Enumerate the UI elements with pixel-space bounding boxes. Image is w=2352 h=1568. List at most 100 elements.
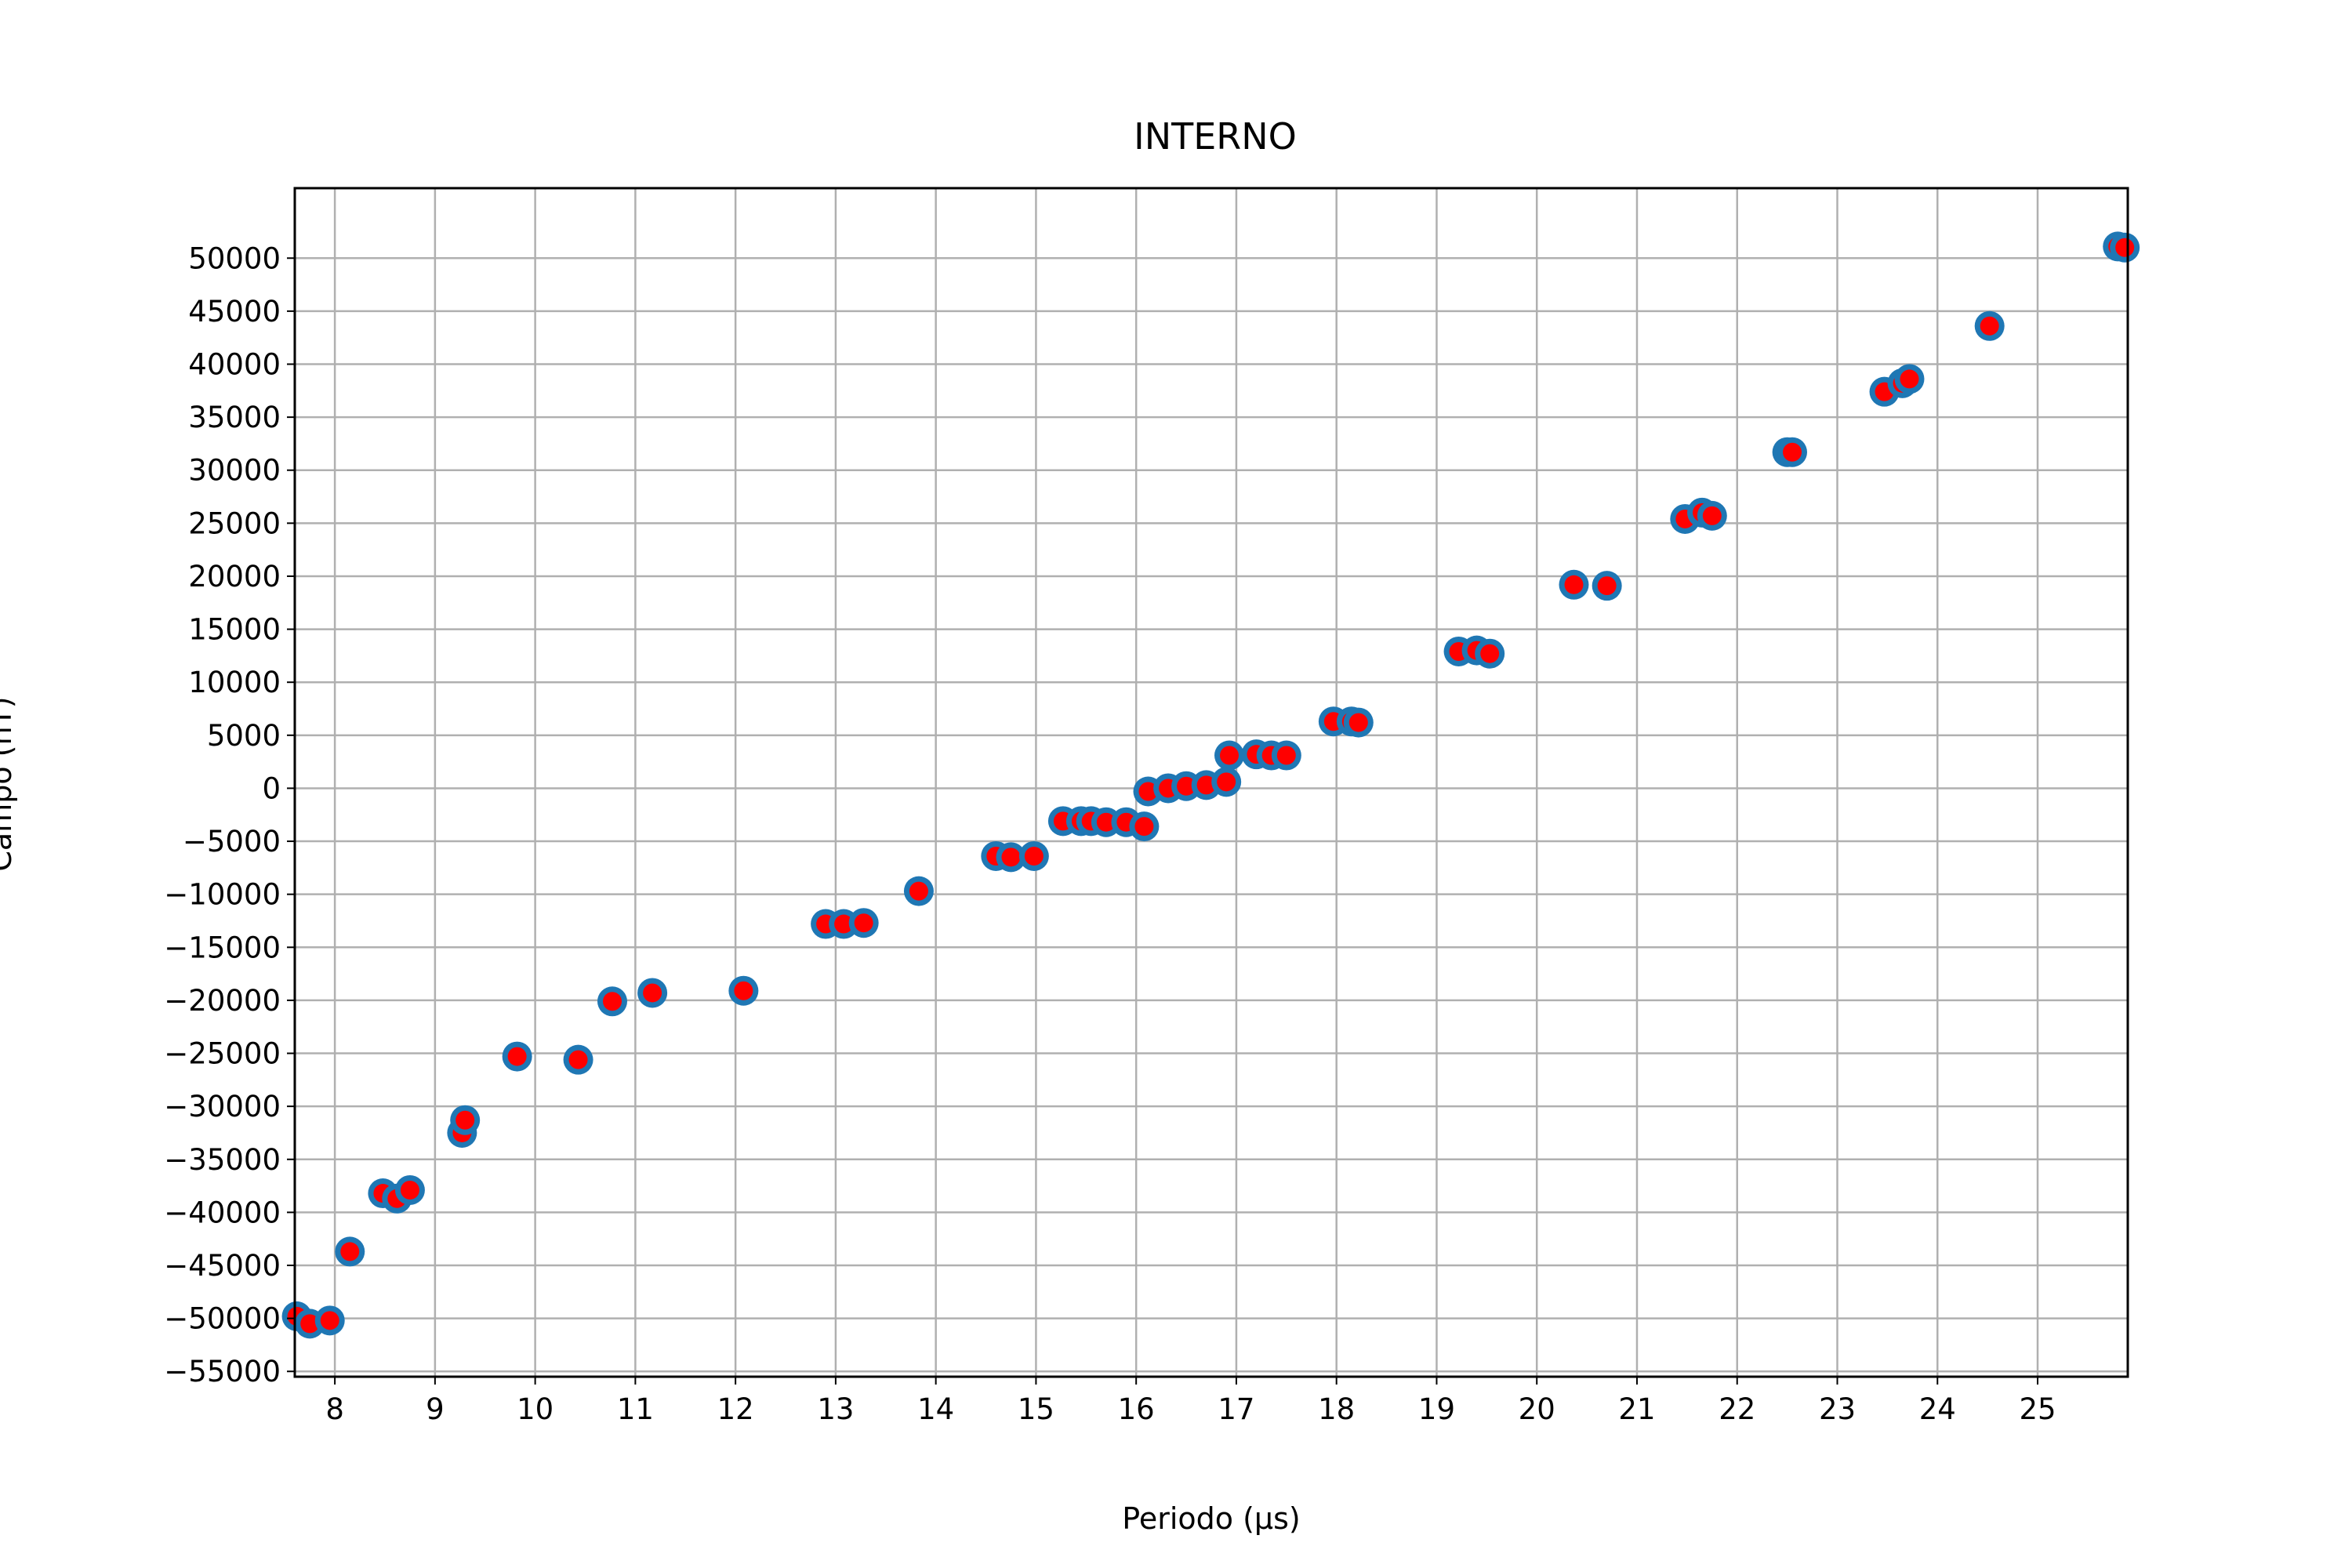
data-point	[1894, 364, 1925, 394]
axis-ticks: 8 9 10 11 12 13 14 15 16 17 18 19 20 21 22 23 24 25 −55000…	[164, 241, 2056, 1426]
x-tick-label: 25	[2019, 1392, 2056, 1426]
data-point	[597, 986, 627, 1017]
data-point-inner	[507, 1047, 527, 1066]
data-point	[502, 1041, 532, 1072]
data-point	[1129, 811, 1160, 842]
y-axis-label: Campo (nT)	[0, 696, 18, 871]
data-point	[1211, 767, 1242, 797]
data-point	[1697, 500, 1727, 531]
data-point	[1974, 310, 2005, 341]
data-point	[450, 1105, 481, 1135]
x-tick-label: 15	[1018, 1392, 1054, 1426]
x-tick-label: 11	[617, 1392, 654, 1426]
data-point	[1018, 840, 1049, 871]
data-point-inner	[1597, 576, 1617, 596]
x-tick-label: 10	[517, 1392, 554, 1426]
data-point-inner	[1702, 506, 1722, 525]
x-tick-label: 20	[1519, 1392, 1555, 1426]
data-point-inner	[1134, 817, 1154, 837]
y-tick-label: −55000	[164, 1355, 281, 1388]
data-point-inner	[1196, 775, 1216, 795]
x-tick-label: 17	[1218, 1392, 1254, 1426]
x-tick-label: 13	[817, 1392, 854, 1426]
x-tick-label: 12	[717, 1392, 754, 1426]
data-point-inner	[1980, 316, 1999, 336]
data-point-inner	[1219, 746, 1239, 765]
x-tick-label: 8	[325, 1392, 344, 1426]
y-tick-label: 15000	[188, 613, 281, 647]
y-tick-label: 25000	[188, 506, 281, 540]
data-point-inner	[1001, 848, 1021, 867]
data-point	[1214, 740, 1244, 771]
data-point-inner	[602, 992, 622, 1011]
data-point-inner	[1783, 442, 1802, 462]
y-tick-label: 35000	[188, 401, 281, 434]
y-tick-label: 30000	[188, 454, 281, 488]
data-point-inner	[456, 1110, 475, 1130]
y-tick-label: 40000	[188, 347, 281, 381]
chart-title: INTERNO	[1134, 115, 1297, 158]
data-point	[1271, 740, 1301, 771]
data-point-inner	[1564, 575, 1584, 594]
data-point-inner	[854, 913, 873, 933]
data-point-inner	[300, 1314, 320, 1334]
data-point-inner	[734, 981, 753, 1000]
data-point-inner	[643, 983, 662, 1003]
y-tick-label: 45000	[188, 295, 281, 328]
data-point-inner	[1900, 369, 1919, 389]
data-point-inner	[1276, 746, 1296, 765]
x-axis-label: Periodo (μs)	[1122, 1501, 1300, 1536]
data-point	[394, 1174, 425, 1205]
data-point-inner	[1217, 772, 1236, 792]
data-point	[1343, 707, 1374, 738]
data-point-inner	[1096, 812, 1116, 832]
data-point	[1559, 569, 1589, 600]
data-point-inner	[568, 1050, 588, 1069]
x-tick-label: 16	[1118, 1392, 1155, 1426]
x-tick-label: 23	[1819, 1392, 1856, 1426]
data-point-inner	[1480, 644, 1500, 663]
y-tick-label: 20000	[188, 560, 281, 593]
x-tick-label: 18	[1318, 1392, 1355, 1426]
x-tick-label: 9	[426, 1392, 445, 1426]
plot-frame	[293, 187, 2129, 1378]
data-point	[314, 1305, 345, 1336]
x-tick-label: 22	[1719, 1392, 1755, 1426]
x-tick-label: 24	[1919, 1392, 1956, 1426]
data-point-inner	[909, 881, 928, 901]
data-point	[829, 909, 859, 939]
data-point-inner	[834, 914, 854, 934]
data-point	[996, 842, 1026, 873]
y-tick-label: −10000	[164, 878, 281, 912]
y-tick-label: −15000	[164, 931, 281, 964]
y-tick-label: −50000	[164, 1302, 281, 1336]
x-tick-label: 14	[917, 1392, 954, 1426]
data-points	[281, 231, 2140, 1339]
x-tick-label: 19	[1418, 1392, 1455, 1426]
data-point-inner	[1348, 713, 1368, 732]
data-point	[728, 975, 759, 1006]
y-tick-label: 10000	[188, 666, 281, 699]
y-tick-label: −30000	[164, 1090, 281, 1123]
data-point	[1777, 437, 1808, 467]
data-point	[1475, 638, 1505, 669]
y-tick-label: −35000	[164, 1143, 281, 1177]
data-point-inner	[340, 1242, 360, 1261]
data-point-inner	[400, 1180, 419, 1200]
data-point	[563, 1044, 593, 1075]
y-tick-label: −5000	[183, 825, 281, 858]
data-point	[903, 876, 934, 906]
x-tick-label: 21	[1618, 1392, 1655, 1426]
data-point-inner	[1177, 776, 1196, 796]
y-tick-label: 0	[262, 771, 281, 805]
data-point-inner	[320, 1311, 339, 1330]
y-tick-label: −45000	[164, 1249, 281, 1283]
data-point	[1592, 571, 1622, 601]
y-tick-label: 5000	[207, 719, 281, 753]
y-tick-label: −25000	[164, 1037, 281, 1071]
data-point	[637, 978, 668, 1008]
y-tick-label: 50000	[188, 241, 281, 275]
y-tick-label: −20000	[164, 984, 281, 1018]
data-point	[848, 908, 879, 938]
